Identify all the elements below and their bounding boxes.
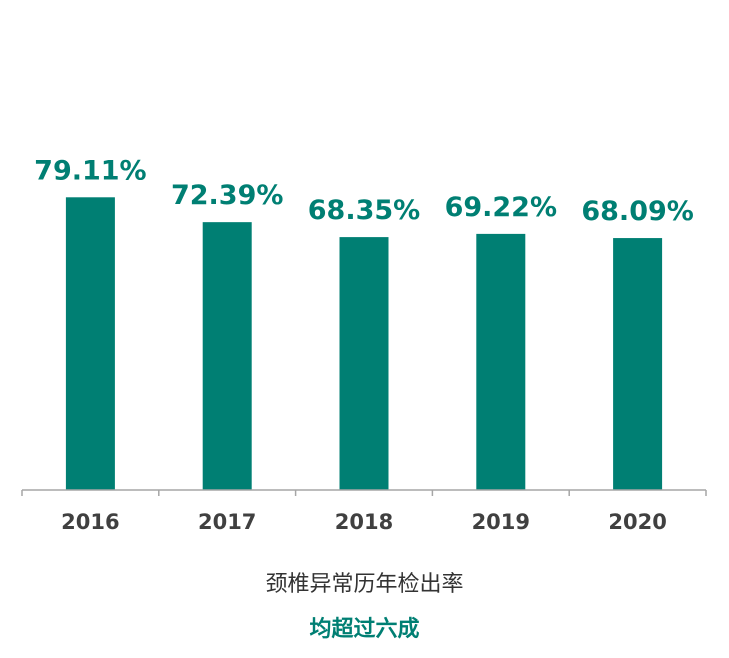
data-labels-group: 79.11% 72.39% 68.35% 69.22% 68.09% [34, 155, 694, 227]
bar-2020 [613, 238, 663, 490]
bar-2019 [476, 233, 526, 491]
x-tick-labels-group: 2016 2017 2018 2019 2020 [61, 510, 667, 534]
data-label-2020: 68.09% [581, 196, 693, 227]
caption-subtitle: 颈椎异常历年检出率 [265, 572, 464, 597]
x-tick-label-2018: 2018 [335, 510, 393, 534]
bar-2017 [202, 222, 252, 491]
data-label-2019: 69.22% [445, 192, 557, 223]
x-tick-label-2020: 2020 [608, 510, 666, 534]
bars-group [65, 197, 663, 491]
x-tick-label-2019: 2019 [472, 510, 530, 534]
bar-2018 [339, 237, 389, 490]
x-axis [21, 489, 707, 496]
data-label-2017: 72.39% [171, 180, 283, 211]
caption-emphasis: 均超过六成 [309, 617, 420, 642]
bar-2016 [65, 197, 115, 490]
x-tick-label-2016: 2016 [61, 510, 119, 534]
data-label-2016: 79.11% [34, 155, 146, 186]
bar-chart: 79.11%72.39% 68.35% 69.22% 68.09% 2016 2017 2… [21, 155, 707, 534]
data-label-2018: 68.35% [308, 195, 420, 226]
x-tick-label-2017: 2017 [198, 510, 256, 534]
